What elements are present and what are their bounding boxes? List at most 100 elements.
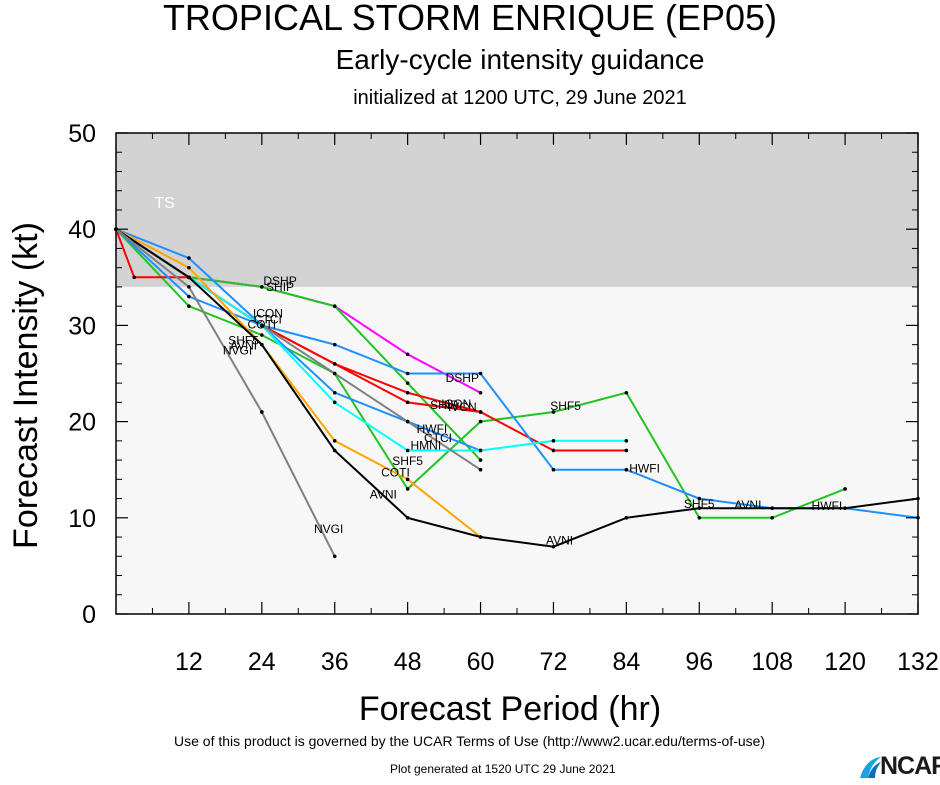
model-label: HWFI [417, 422, 448, 436]
y-tick-label: 0 [82, 601, 96, 629]
series-point [332, 390, 337, 395]
series-point [624, 467, 629, 472]
chart-subtitle: Early-cycle intensity guidance [335, 44, 705, 75]
series-point [551, 410, 556, 414]
x-tick-label: 60 [467, 648, 495, 676]
series-line-dshp-tail [261, 324, 482, 471]
model-label: TS [154, 195, 174, 212]
model-label: COTI [381, 465, 410, 479]
series-point [187, 275, 191, 280]
series-point [187, 256, 191, 260]
intensity-band-1 [116, 286, 918, 614]
x-tick-label: 12 [175, 648, 203, 676]
terms-of-use: Use of this product is governed by the U… [174, 733, 766, 749]
series-point [478, 535, 483, 539]
x-tick-label: 24 [248, 648, 276, 676]
series-point [405, 371, 410, 376]
model-label: COTI [247, 317, 276, 331]
x-axis-label: Forecast Period (hr) [359, 690, 661, 728]
series-point [551, 439, 556, 443]
model-label: ICON [253, 307, 283, 321]
model-label: AVNI [230, 338, 257, 352]
model-label: NVGI [223, 343, 252, 357]
series-point [405, 400, 410, 405]
model-label: SHF5 [228, 334, 259, 348]
plot-generated: Plot generated at 1520 UTC 29 June 2021 [390, 762, 616, 776]
series-point [260, 333, 264, 337]
model-label: CTCI [424, 431, 452, 445]
series-point [260, 285, 264, 289]
y-tick-label: 40 [68, 216, 96, 244]
series-point [478, 410, 483, 414]
model-label: AVNI [734, 498, 761, 512]
series-point [478, 467, 483, 472]
model-label: HWFI [629, 462, 660, 476]
series-point [332, 371, 337, 376]
series-point [551, 544, 556, 549]
model-label: AVNI [370, 488, 397, 502]
model-label: HMNI [411, 438, 442, 452]
model-label: SHF5 [392, 454, 423, 468]
series-point [478, 419, 483, 424]
series-point [405, 352, 410, 357]
model-label: SHF5 [684, 497, 715, 511]
series-point [405, 390, 410, 395]
x-tick-label: 36 [321, 648, 349, 676]
series-point [478, 371, 483, 376]
model-label: SHIP [266, 280, 294, 294]
series-point [697, 506, 702, 510]
x-tick-label: 108 [751, 648, 793, 676]
series-point [260, 323, 264, 328]
x-tick-label: 48 [394, 648, 422, 676]
y-tick-label: 20 [68, 409, 96, 437]
y-tick-label: 30 [68, 312, 96, 340]
series-line-coti [115, 228, 482, 538]
series-line-avni [115, 228, 919, 548]
model-label: ICON [441, 397, 471, 411]
x-tick-label: 84 [612, 648, 640, 676]
y-tick-label: 10 [68, 505, 96, 533]
series-point [260, 342, 264, 347]
series-point [260, 410, 264, 414]
y-tick-label: 50 [68, 120, 96, 148]
series-point [187, 304, 191, 308]
series-line-ctci [115, 228, 627, 452]
series-point [332, 342, 337, 347]
ncar-logo: NCAR [858, 752, 940, 780]
series-point [332, 439, 337, 443]
series-point [405, 477, 410, 482]
x-tick-label: 72 [540, 648, 568, 676]
series-point [478, 458, 483, 462]
model-label: HWFI [812, 499, 843, 513]
series-point [478, 448, 483, 453]
model-label: DSHP [446, 371, 479, 385]
series-point [624, 516, 629, 520]
series-point [843, 506, 847, 510]
series-point [187, 265, 191, 270]
model-label: SHF5 [550, 399, 581, 413]
series-point [551, 467, 556, 472]
series-point [405, 487, 410, 491]
series-point [624, 439, 629, 443]
series-point [770, 516, 774, 520]
y-axis-label: Forecast Intensity (kt) [7, 222, 45, 549]
model-label: CTCI [254, 312, 282, 326]
series-point [332, 448, 337, 453]
series-line-hmni [115, 228, 481, 452]
init-time: initialized at 1200 UTC, 29 June 2021 [353, 87, 687, 109]
intensity-band-0 [116, 133, 918, 287]
series-point [332, 362, 337, 366]
x-tick-label: 96 [685, 648, 713, 676]
series-point [697, 496, 702, 501]
x-tick-label: 120 [824, 648, 866, 676]
model-label: NVGI [314, 522, 343, 536]
series-line-nvgi [115, 228, 336, 557]
series-point [478, 390, 483, 395]
model-label: SHIP [430, 398, 458, 412]
series-point [332, 304, 337, 308]
model-label: AVNI [546, 534, 573, 548]
series-point [405, 448, 410, 453]
series-point [332, 554, 337, 559]
series-point [624, 448, 629, 453]
